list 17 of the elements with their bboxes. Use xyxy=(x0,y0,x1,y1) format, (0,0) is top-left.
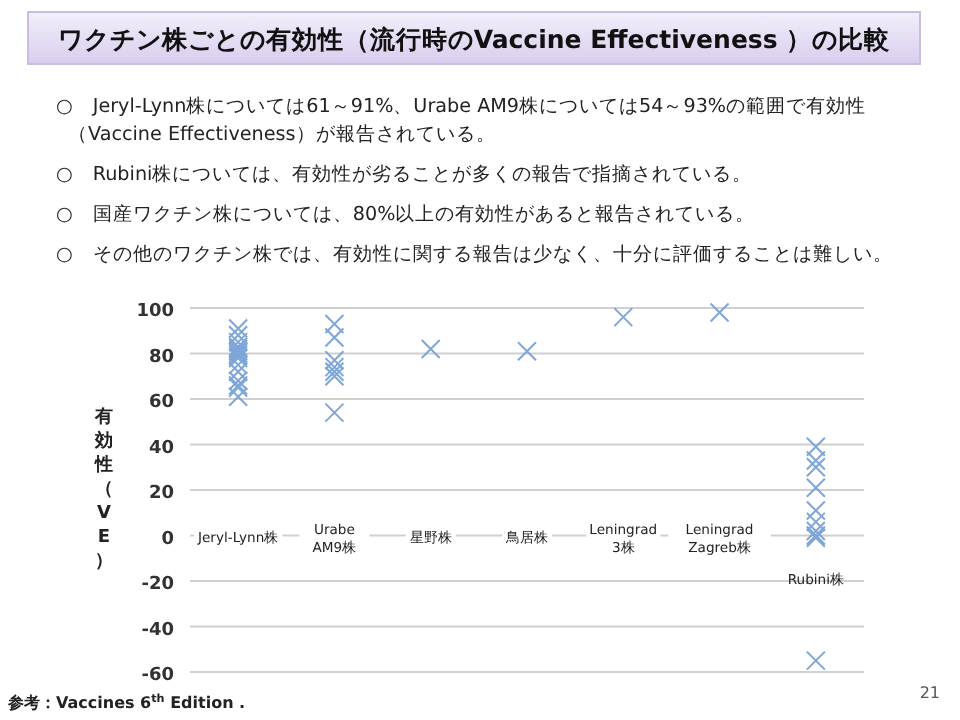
y-tick-label: -20 xyxy=(141,575,174,595)
text: 参考：Vaccines 6$^{th}$ Edition . xyxy=(6,692,246,712)
text: ○ 国産ワクチン株については、80%以上の有効性があると報告されている。 xyxy=(56,202,756,226)
text: ○ その他のワクチン株では、有効性に関する報告は少なく、十分に評価することは難しい。 xyxy=(56,242,893,266)
y-tick-label: -40 xyxy=(141,620,174,641)
y-tick-label: 40 xyxy=(148,438,174,459)
y-tick-label: 20 xyxy=(148,484,174,504)
y-tick-label: 0 xyxy=(161,529,174,550)
chart-title: ワクチン株ごとの有効性（流行時のVaccine Effectiveness ）の比較 xyxy=(57,24,893,54)
y-tick-label: -60 xyxy=(141,666,174,686)
y-tick-label: 80 xyxy=(148,347,174,368)
y-axis-title: 有効性（VE） xyxy=(93,406,113,572)
text: ○ Jeryl-Lynn株については61～91%、Urabe AM9株については54～93%の範囲で有効性（Vaccine Effectiveness）が報告されている。 xyxy=(56,94,867,146)
y-tick-label: 60 xyxy=(148,393,174,413)
text: ○ Rubini株については、有効性が劣ることが多くの報告で指摘されている。 xyxy=(56,162,753,186)
text: 21 xyxy=(919,684,940,702)
y-tick-label: 100 xyxy=(136,302,174,322)
